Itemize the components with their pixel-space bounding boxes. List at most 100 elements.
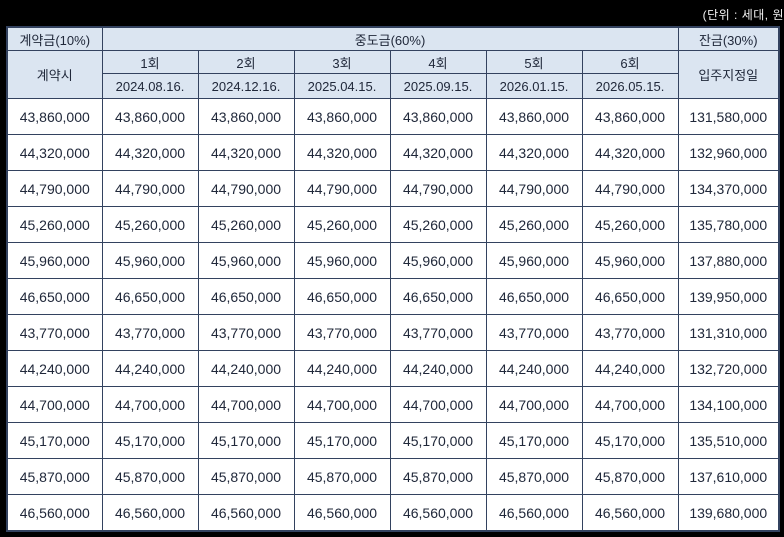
installment-amount-cell: 45,260,000 [389, 206, 487, 243]
installment-amount-cell: 43,770,000 [581, 314, 679, 351]
header-date-5: 2026.01.15. [485, 73, 583, 99]
installment-amount-cell: 44,240,000 [197, 350, 295, 387]
table-row: 43,860,000 43,860,000 43,860,000 43,860,000… [6, 98, 780, 135]
installment-amount-cell: 46,650,000 [197, 278, 295, 315]
installment-amount-cell: 44,320,000 [197, 134, 295, 171]
table-row: 45,170,000 45,170,000 45,170,000 45,170,000… [6, 422, 780, 459]
installment-amount-cell: 45,170,000 [485, 422, 583, 459]
balance-amount-cell: 137,610,000 [677, 458, 780, 495]
installment-amount-cell: 44,240,000 [101, 350, 199, 387]
installment-amount-cell: 44,700,000 [293, 386, 391, 423]
installment-amount-cell: 45,960,000 [581, 242, 679, 279]
table-row: 44,700,000 44,700,000 44,700,000 44,700,000… [6, 386, 780, 423]
balance-amount-cell: 132,720,000 [677, 350, 780, 387]
installment-amount-cell: 44,240,000 [485, 350, 583, 387]
installment-amount-cell: 43,860,000 [389, 98, 487, 135]
contract-amount-cell: 45,170,000 [6, 422, 103, 459]
balance-amount-cell: 135,510,000 [677, 422, 780, 459]
installment-amount-cell: 45,260,000 [581, 206, 679, 243]
payment-schedule-table: 계약금(10%) 중도금(60%) 잔금(30%) 계약시 1회 2회 3회 4회 5회… [6, 26, 780, 532]
installment-amount-cell: 46,560,000 [293, 494, 391, 532]
installment-amount-cell: 45,260,000 [197, 206, 295, 243]
contract-amount-cell: 44,320,000 [6, 134, 103, 171]
installment-amount-cell: 43,860,000 [581, 98, 679, 135]
installment-amount-cell: 44,240,000 [293, 350, 391, 387]
header-round-4: 4회 [389, 50, 487, 74]
header-contract: 계약금(10%) [6, 26, 103, 51]
installment-amount-cell: 45,170,000 [101, 422, 199, 459]
contract-amount-cell: 46,560,000 [6, 494, 103, 532]
contract-amount-cell: 44,790,000 [6, 170, 103, 207]
contract-amount-cell: 44,700,000 [6, 386, 103, 423]
header-round-2: 2회 [197, 50, 295, 74]
installment-amount-cell: 44,700,000 [389, 386, 487, 423]
installment-amount-cell: 46,650,000 [581, 278, 679, 315]
contract-amount-cell: 43,770,000 [6, 314, 103, 351]
installment-amount-cell: 45,960,000 [485, 242, 583, 279]
installment-amount-cell: 44,790,000 [101, 170, 199, 207]
installment-amount-cell: 46,650,000 [101, 278, 199, 315]
installment-amount-cell: 46,650,000 [293, 278, 391, 315]
installment-amount-cell: 44,790,000 [389, 170, 487, 207]
table-row: 46,560,000 46,560,000 46,560,000 46,560,000… [6, 494, 780, 532]
installment-amount-cell: 43,770,000 [293, 314, 391, 351]
installment-amount-cell: 45,870,000 [197, 458, 295, 495]
installment-amount-cell: 45,870,000 [485, 458, 583, 495]
installment-amount-cell: 45,870,000 [101, 458, 199, 495]
header-group-row: 계약금(10%) 중도금(60%) 잔금(30%) [6, 26, 780, 51]
unit-note: (단위 : 세대, 원 [702, 8, 784, 22]
installment-amount-cell: 45,870,000 [389, 458, 487, 495]
installment-amount-cell: 45,960,000 [197, 242, 295, 279]
balance-amount-cell: 131,580,000 [677, 98, 780, 135]
installment-amount-cell: 44,320,000 [389, 134, 487, 171]
installment-amount-cell: 44,320,000 [101, 134, 199, 171]
balance-amount-cell: 131,310,000 [677, 314, 780, 351]
table-row: 45,870,000 45,870,000 45,870,000 45,870,000… [6, 458, 780, 495]
contract-amount-cell: 45,960,000 [6, 242, 103, 279]
balance-amount-cell: 137,880,000 [677, 242, 780, 279]
header-round-3: 3회 [293, 50, 391, 74]
installment-amount-cell: 44,790,000 [197, 170, 295, 207]
table-row: 45,260,000 45,260,000 45,260,000 45,260,000… [6, 206, 780, 243]
contract-amount-cell: 46,650,000 [6, 278, 103, 315]
table-row: 44,320,000 44,320,000 44,320,000 44,320,000… [6, 134, 780, 171]
installment-amount-cell: 44,700,000 [485, 386, 583, 423]
installment-amount-cell: 45,870,000 [293, 458, 391, 495]
header-date-1: 2024.08.16. [101, 73, 199, 99]
balance-amount-cell: 135,780,000 [677, 206, 780, 243]
installment-amount-cell: 44,790,000 [485, 170, 583, 207]
installment-amount-cell: 45,960,000 [101, 242, 199, 279]
installment-amount-cell: 46,560,000 [485, 494, 583, 532]
installment-amount-cell: 46,560,000 [101, 494, 199, 532]
header-date-6: 2026.05.15. [581, 73, 679, 99]
installment-amount-cell: 44,700,000 [197, 386, 295, 423]
installment-amount-cell: 44,320,000 [581, 134, 679, 171]
installment-amount-cell: 45,960,000 [389, 242, 487, 279]
table-row: 44,790,000 44,790,000 44,790,000 44,790,000… [6, 170, 780, 207]
installment-amount-cell: 45,960,000 [293, 242, 391, 279]
installment-amount-cell: 44,320,000 [485, 134, 583, 171]
header-contract-time: 계약시 [6, 50, 103, 99]
balance-amount-cell: 134,100,000 [677, 386, 780, 423]
installment-amount-cell: 43,860,000 [101, 98, 199, 135]
header-interim: 중도금(60%) [101, 26, 679, 51]
header-rounds-row: 계약시 1회 2회 3회 4회 5회 6회 입주지정일 [6, 50, 780, 99]
header-date-4: 2025.09.15. [389, 73, 487, 99]
installment-amount-cell: 45,870,000 [581, 458, 679, 495]
contract-amount-cell: 45,870,000 [6, 458, 103, 495]
installment-amount-cell: 43,860,000 [293, 98, 391, 135]
header-balance: 잔금(30%) [677, 26, 780, 51]
installment-amount-cell: 43,770,000 [101, 314, 199, 351]
installment-amount-cell: 45,170,000 [581, 422, 679, 459]
balance-amount-cell: 134,370,000 [677, 170, 780, 207]
table-row: 44,240,000 44,240,000 44,240,000 44,240,000… [6, 350, 780, 387]
installment-amount-cell: 44,700,000 [581, 386, 679, 423]
header-round-6: 6회 [581, 50, 679, 74]
installment-amount-cell: 43,860,000 [197, 98, 295, 135]
installment-amount-cell: 46,560,000 [389, 494, 487, 532]
installment-amount-cell: 43,770,000 [389, 314, 487, 351]
installment-amount-cell: 46,560,000 [197, 494, 295, 532]
installment-amount-cell: 44,790,000 [293, 170, 391, 207]
header-round-5: 5회 [485, 50, 583, 74]
